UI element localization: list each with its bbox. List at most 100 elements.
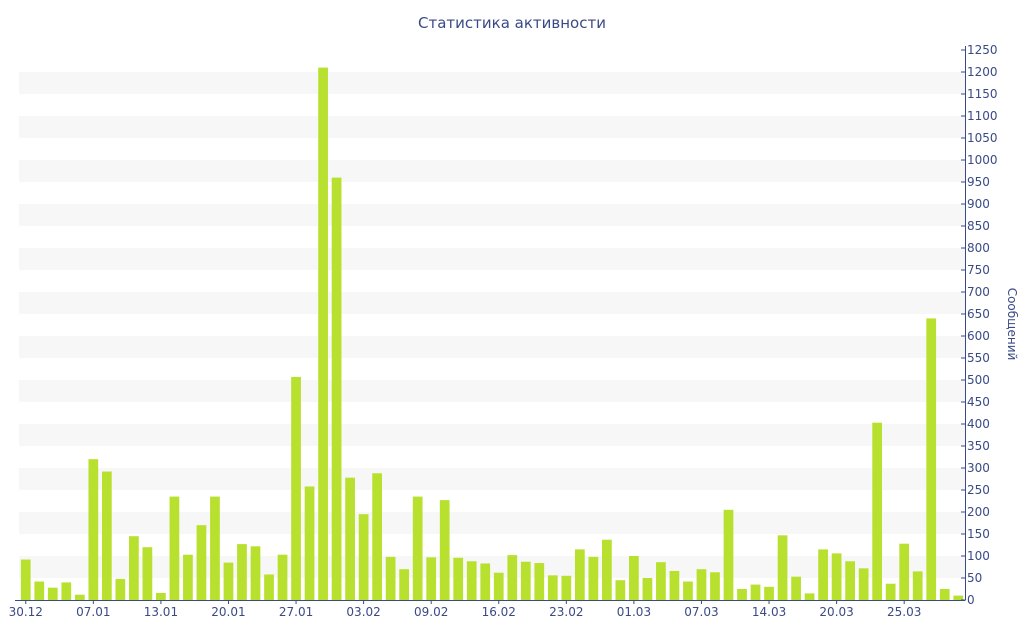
bar[interactable] bbox=[845, 561, 855, 600]
grid-band bbox=[19, 512, 965, 534]
bar[interactable] bbox=[574, 549, 585, 600]
y-tick-label: 850 bbox=[967, 219, 990, 233]
y-tick-label: 700 bbox=[967, 285, 990, 299]
bar[interactable] bbox=[953, 595, 964, 600]
y-tick-label: 400 bbox=[967, 417, 990, 431]
bars bbox=[20, 67, 964, 601]
bar[interactable] bbox=[250, 546, 261, 600]
bar[interactable] bbox=[20, 559, 31, 600]
x-tick-label: 03.02 bbox=[346, 605, 380, 619]
bar[interactable] bbox=[777, 535, 788, 600]
bar[interactable] bbox=[426, 557, 437, 600]
grid-band bbox=[19, 380, 965, 402]
grid-band bbox=[19, 248, 965, 270]
x-tick-label: 07.01 bbox=[76, 605, 110, 619]
bar[interactable] bbox=[683, 581, 693, 600]
grid-band bbox=[19, 204, 965, 226]
bar[interactable] bbox=[791, 576, 801, 600]
y-tick-label: 100 bbox=[967, 549, 990, 563]
bar[interactable] bbox=[507, 555, 518, 600]
bar[interactable] bbox=[656, 562, 666, 600]
grid-bands bbox=[19, 72, 965, 578]
bar[interactable] bbox=[34, 581, 45, 600]
bar[interactable] bbox=[291, 376, 301, 600]
bar[interactable] bbox=[885, 583, 896, 600]
y-tick-label: 750 bbox=[967, 263, 990, 277]
grid-band bbox=[19, 292, 965, 314]
bar[interactable] bbox=[804, 593, 815, 600]
bar[interactable] bbox=[156, 592, 166, 600]
bar[interactable] bbox=[912, 571, 923, 600]
grid-band bbox=[19, 160, 965, 182]
bar[interactable] bbox=[223, 562, 234, 600]
bar[interactable] bbox=[669, 570, 680, 600]
bar[interactable] bbox=[750, 584, 761, 600]
bar[interactable] bbox=[237, 544, 247, 600]
bar[interactable] bbox=[277, 554, 288, 600]
y-tick-label: 600 bbox=[967, 329, 990, 343]
bar[interactable] bbox=[304, 486, 315, 600]
bar[interactable] bbox=[318, 67, 328, 601]
bar[interactable] bbox=[210, 496, 220, 600]
bar[interactable] bbox=[926, 318, 937, 600]
y-tick-label: 1150 bbox=[967, 87, 998, 101]
bar[interactable] bbox=[439, 500, 450, 600]
bar[interactable] bbox=[47, 587, 58, 600]
y-axis: 0 50 100 150 200 250 300 350 400 450 500 550 600 650 7… bbox=[961, 43, 998, 607]
grid-band bbox=[19, 72, 965, 94]
y-tick-label: 800 bbox=[967, 241, 990, 255]
bar[interactable] bbox=[480, 563, 491, 600]
y-tick-label: 0 bbox=[967, 593, 975, 607]
y-tick-label: 150 bbox=[967, 527, 990, 541]
x-tick-label: 01.03 bbox=[617, 605, 651, 619]
x-tick-label: 23.02 bbox=[549, 605, 583, 619]
bar[interactable] bbox=[872, 422, 883, 600]
bar[interactable] bbox=[129, 536, 139, 600]
y-tick-label: 1100 bbox=[967, 109, 998, 123]
x-tick-label: 16.02 bbox=[482, 605, 516, 619]
bar[interactable] bbox=[899, 543, 910, 600]
bar[interactable] bbox=[520, 561, 531, 600]
bar[interactable] bbox=[737, 589, 747, 600]
y-tick-label: 1250 bbox=[967, 43, 998, 57]
bar[interactable] bbox=[466, 561, 477, 600]
bar[interactable] bbox=[183, 554, 193, 600]
bar[interactable] bbox=[831, 553, 842, 600]
bar[interactable] bbox=[345, 477, 355, 600]
bar[interactable] bbox=[588, 556, 599, 600]
bar[interactable] bbox=[61, 582, 72, 600]
bar[interactable] bbox=[493, 572, 504, 600]
bar[interactable] bbox=[385, 556, 396, 600]
bar[interactable] bbox=[723, 509, 734, 600]
bar[interactable] bbox=[372, 473, 382, 600]
bar[interactable] bbox=[764, 586, 774, 600]
bar[interactable] bbox=[547, 575, 558, 600]
bar[interactable] bbox=[818, 549, 828, 600]
bar[interactable] bbox=[453, 557, 464, 600]
bar[interactable] bbox=[412, 496, 423, 600]
bar[interactable] bbox=[331, 177, 342, 600]
bar[interactable] bbox=[88, 459, 99, 600]
y-tick-label: 250 bbox=[967, 483, 990, 497]
bar[interactable] bbox=[264, 574, 274, 600]
bar[interactable] bbox=[142, 547, 153, 600]
bar[interactable] bbox=[696, 569, 707, 600]
bar[interactable] bbox=[169, 496, 180, 600]
bar[interactable] bbox=[858, 568, 869, 600]
bar[interactable] bbox=[710, 572, 720, 600]
bar[interactable] bbox=[74, 594, 85, 600]
bar[interactable] bbox=[115, 578, 126, 600]
bar[interactable] bbox=[939, 589, 950, 600]
bar[interactable] bbox=[196, 525, 207, 600]
bar[interactable] bbox=[358, 514, 369, 600]
bar[interactable] bbox=[534, 563, 545, 600]
bar[interactable] bbox=[615, 580, 626, 600]
bar[interactable] bbox=[101, 471, 112, 600]
y-tick-label: 950 bbox=[967, 175, 990, 189]
bar[interactable] bbox=[561, 575, 572, 600]
bar[interactable] bbox=[399, 569, 410, 600]
bar[interactable] bbox=[602, 539, 612, 600]
bar[interactable] bbox=[642, 578, 653, 600]
bar[interactable] bbox=[629, 556, 639, 600]
